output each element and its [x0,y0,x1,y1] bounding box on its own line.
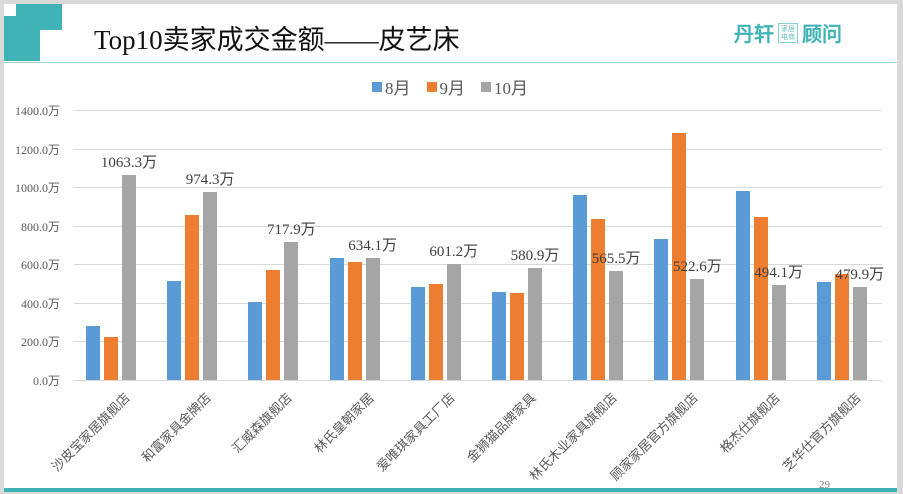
legend-label: 10月 [494,79,528,98]
x-axis-category-label: 和富家具金牌店 [138,390,214,466]
bar [609,270,624,380]
y-axis-tick-label: 1000.0万 [14,181,60,196]
bar [573,195,588,380]
corner-decoration [4,4,16,16]
x-axis-category-label: 顾家家居官方旗舰店 [607,390,702,484]
gridline [74,187,882,189]
bar [329,258,344,380]
bar [428,284,443,380]
logo-text-right: 顾问 [802,22,842,46]
y-axis-tick-label: 200.0万 [20,335,60,350]
bar [347,261,362,380]
bar [492,292,506,380]
bar [852,287,867,380]
corner-decoration [16,4,62,30]
bar [446,264,461,380]
x-axis-category-label: 格杰仕旗舰店 [716,390,783,456]
header-divider [4,62,897,63]
y-axis-tick-label: 600.0万 [20,258,60,273]
chart-legend: 8月 9月 10月 [372,74,528,99]
brand-logo: 丹轩 家居 电商 顾问 [734,18,842,47]
gridline [74,302,882,304]
bar [834,274,849,380]
bar [771,284,786,380]
data-label: 565.5万 [591,250,641,267]
bar [266,270,281,380]
x-axis-category-label: 金狮猫品牌家具 [463,390,539,466]
bar [591,219,606,380]
data-label: 522.6万 [673,259,722,276]
corner-decoration [40,30,62,60]
gridline [74,110,882,111]
bar [203,192,218,380]
bar [410,287,425,380]
bar [86,326,100,380]
gridline [74,341,882,343]
data-label: 479.9万 [835,267,885,284]
bar [185,215,200,380]
data-label: 717.9万 [267,221,316,238]
bar [248,301,263,380]
bar [167,281,182,380]
legend-swatch-icon [372,81,382,92]
y-axis-tick-label: 1200.0万 [14,142,60,157]
data-label: 601.2万 [429,244,479,261]
legend-item-sep: 9月 [426,74,466,99]
bar [284,241,299,380]
slide-title: Top10卖家成交金额——皮艺床 [94,25,460,55]
logo-badge-top: 家居 [781,24,795,33]
data-label: 1063.3万 [100,154,158,171]
bar [365,257,380,380]
logo-badge-bottom: 电商 [781,32,795,41]
bar [816,282,831,380]
legend-item-oct: 10月 [481,74,528,99]
gridline [74,264,882,266]
data-label: 634.1万 [348,237,397,254]
bar [690,279,705,380]
gridline [74,225,882,227]
corner-decoration [4,39,40,61]
legend-label: 9月 [439,79,466,98]
bar [104,336,118,380]
bar [654,239,669,380]
bar [510,293,524,380]
legend-swatch-icon [426,81,437,92]
gridline [74,380,882,381]
gridline [74,148,882,150]
bar-chart: 0.0万 200.0万 400.0万 600.0万 800.0万 1000.0万 1200.… [4,4,897,492]
legend-swatch-icon [481,81,491,92]
bar [672,133,687,380]
x-axis-category-label: 芝华仕官方旗舰店 [779,390,864,475]
y-axis-tick-label: 0.0万 [32,374,60,388]
data-label: 974.3万 [185,172,235,189]
bar [122,174,136,380]
y-axis-tick-label: 1400.0万 [14,104,60,118]
footer-bar [4,488,897,492]
y-axis-tick-label: 400.0万 [20,296,60,311]
logo-text-left: 丹轩 [734,22,774,46]
legend-item-aug: 8月 [372,74,411,99]
bar [528,267,542,380]
logo-badge: 家居 电商 [778,22,798,43]
legend-label: 8月 [385,79,411,98]
slide: Top10卖家成交金额——皮艺床 丹轩 家居 电商 顾问 8月 9月 10月 0… [4,4,897,492]
x-axis-category-label: 爱唯琪家具工厂店 [373,390,458,475]
x-axis-category-label: 汇威森旗舰店 [229,390,296,456]
data-label: 580.9万 [510,247,560,264]
y-axis-tick-label: 800.0万 [20,219,60,234]
bar [735,191,750,380]
bar [753,217,768,380]
x-axis-category-label: 林氏皇朝家居 [310,390,377,456]
data-label: 494.1万 [754,264,803,281]
x-axis-category-label: 沙皮宝家居旗舰店 [48,390,133,475]
page-number: 29 [819,479,830,491]
